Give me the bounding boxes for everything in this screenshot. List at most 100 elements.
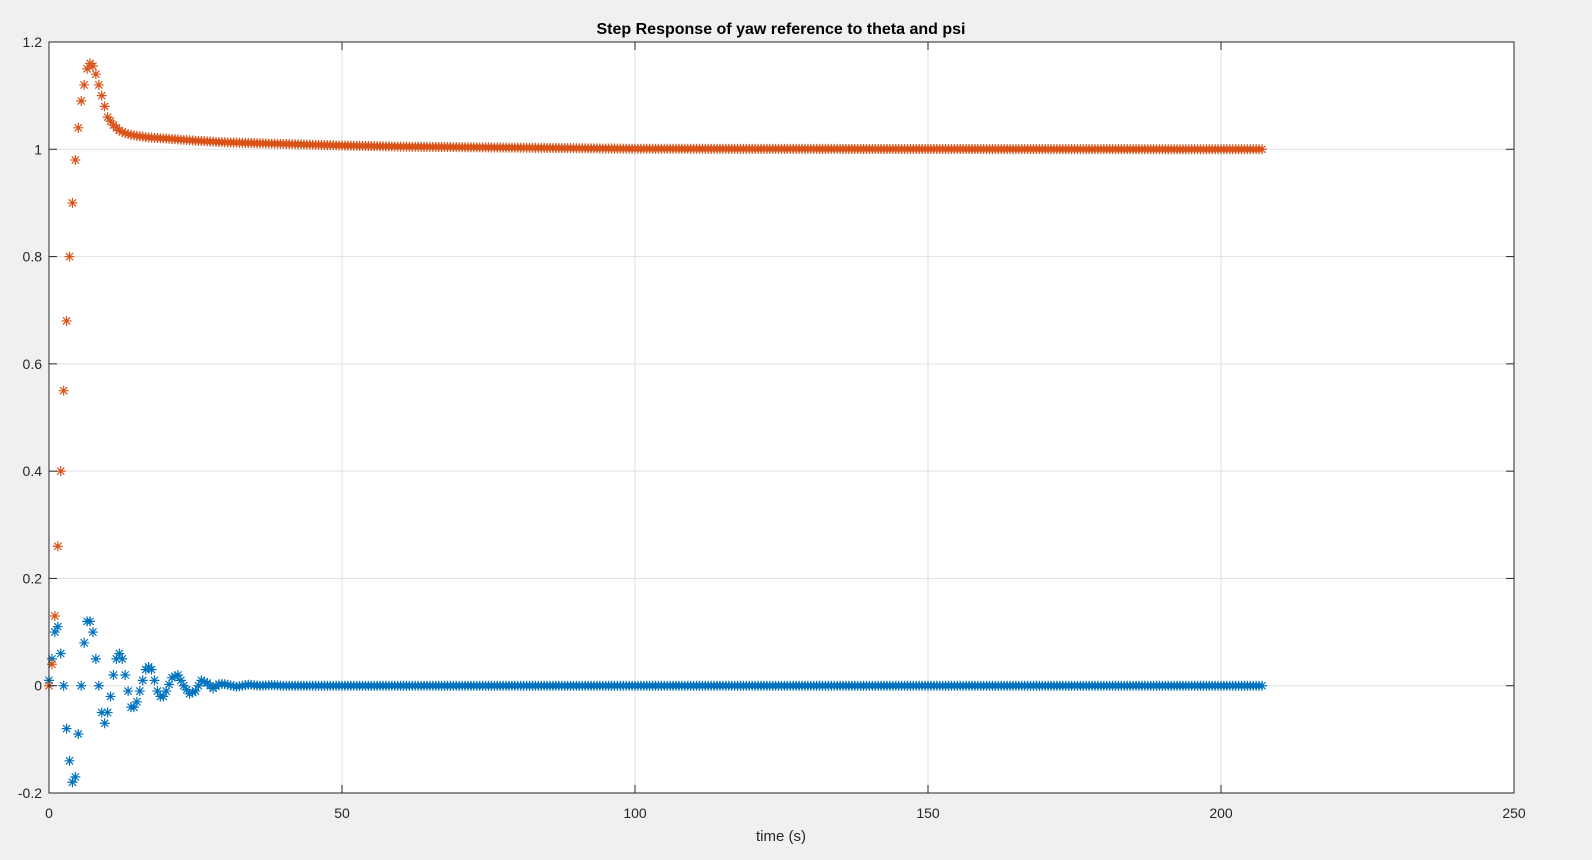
data-point <box>55 466 66 477</box>
data-point <box>79 79 90 90</box>
data-point <box>58 385 69 396</box>
x-tick-label: 100 <box>623 805 647 821</box>
data-point <box>175 675 186 686</box>
data-point <box>49 610 60 621</box>
data-point <box>52 541 63 552</box>
data-point <box>70 771 81 782</box>
data-point <box>64 755 75 766</box>
data-point <box>131 696 142 707</box>
data-point <box>137 675 148 686</box>
data-point <box>67 197 78 208</box>
data-point <box>216 137 227 148</box>
data-point <box>178 680 189 691</box>
data-point <box>181 684 192 695</box>
data-point <box>102 707 113 718</box>
y-tick-label: 0 <box>34 678 42 694</box>
data-point <box>61 723 72 734</box>
y-tick-label: 1.2 <box>23 34 43 50</box>
data-point <box>61 315 72 326</box>
x-tick-label: 150 <box>916 805 940 821</box>
data-point <box>108 669 119 680</box>
data-point <box>76 680 87 691</box>
data-point <box>240 680 251 691</box>
data-point <box>49 627 60 638</box>
data-series <box>44 58 1268 788</box>
series-2 <box>44 58 1268 691</box>
data-point <box>196 675 207 686</box>
data-point <box>99 718 110 729</box>
data-point <box>46 653 57 664</box>
data-point <box>334 680 345 691</box>
y-tick-label: 0.4 <box>23 463 43 479</box>
data-point <box>58 680 69 691</box>
data-point <box>1254 680 1265 691</box>
data-point <box>128 130 139 141</box>
data-point <box>120 128 131 139</box>
data-point <box>167 672 178 683</box>
data-point <box>627 680 638 691</box>
data-point <box>164 679 175 690</box>
data-point <box>64 251 75 262</box>
y-tick-label: 0.6 <box>23 356 43 372</box>
data-point <box>275 138 286 149</box>
data-point <box>96 707 107 718</box>
data-point <box>152 686 163 697</box>
data-point <box>117 653 128 664</box>
data-point <box>392 141 403 152</box>
y-tick-label: 1 <box>34 141 42 157</box>
y-tick-label: 0.8 <box>23 249 43 265</box>
data-point <box>304 680 315 691</box>
data-point <box>216 679 227 690</box>
data-point <box>134 686 145 697</box>
data-point <box>392 680 403 691</box>
data-point <box>263 680 274 691</box>
axes-frame <box>48 41 1515 794</box>
data-point <box>70 155 81 166</box>
data-point <box>87 61 98 72</box>
data-point <box>105 691 116 702</box>
chart-title: Step Response of yaw reference to theta … <box>597 21 966 38</box>
data-point <box>99 101 110 112</box>
x-tick-label: 200 <box>1209 805 1233 821</box>
data-point <box>158 133 169 144</box>
data-point <box>111 122 122 133</box>
data-point <box>117 126 128 137</box>
data-point <box>158 691 169 702</box>
axis-ticks: 0 50 100 150 200 250-0.200.20.40.60.811.2 <box>18 34 1526 821</box>
data-point <box>205 680 216 691</box>
data-point <box>123 128 134 139</box>
data-point <box>52 621 63 632</box>
data-point <box>90 69 101 80</box>
data-point <box>187 135 198 146</box>
data-point <box>193 680 204 691</box>
data-point <box>120 669 131 680</box>
data-point <box>920 680 931 691</box>
data-point <box>93 79 104 90</box>
data-point <box>111 653 122 664</box>
y-tick-label: -0.2 <box>18 785 42 801</box>
axes-background <box>49 42 1514 793</box>
data-point <box>90 653 101 664</box>
data-point <box>222 679 233 690</box>
data-point <box>187 687 198 698</box>
x-tick-label: 50 <box>334 805 350 821</box>
data-point <box>140 132 151 143</box>
x-axis-label: time (s) <box>756 828 806 845</box>
data-point <box>161 686 172 697</box>
data-point <box>123 686 134 697</box>
series-1 <box>44 616 1268 788</box>
data-point <box>67 777 78 788</box>
data-point <box>169 671 180 682</box>
data-point <box>211 681 222 692</box>
data-point <box>79 637 90 648</box>
data-point <box>73 122 84 133</box>
data-point <box>55 648 66 659</box>
data-point <box>105 116 116 127</box>
data-point <box>102 112 113 123</box>
data-point <box>82 63 93 74</box>
data-point <box>334 140 345 151</box>
data-point <box>1254 144 1265 155</box>
data-point <box>93 680 104 691</box>
data-point <box>225 680 236 691</box>
